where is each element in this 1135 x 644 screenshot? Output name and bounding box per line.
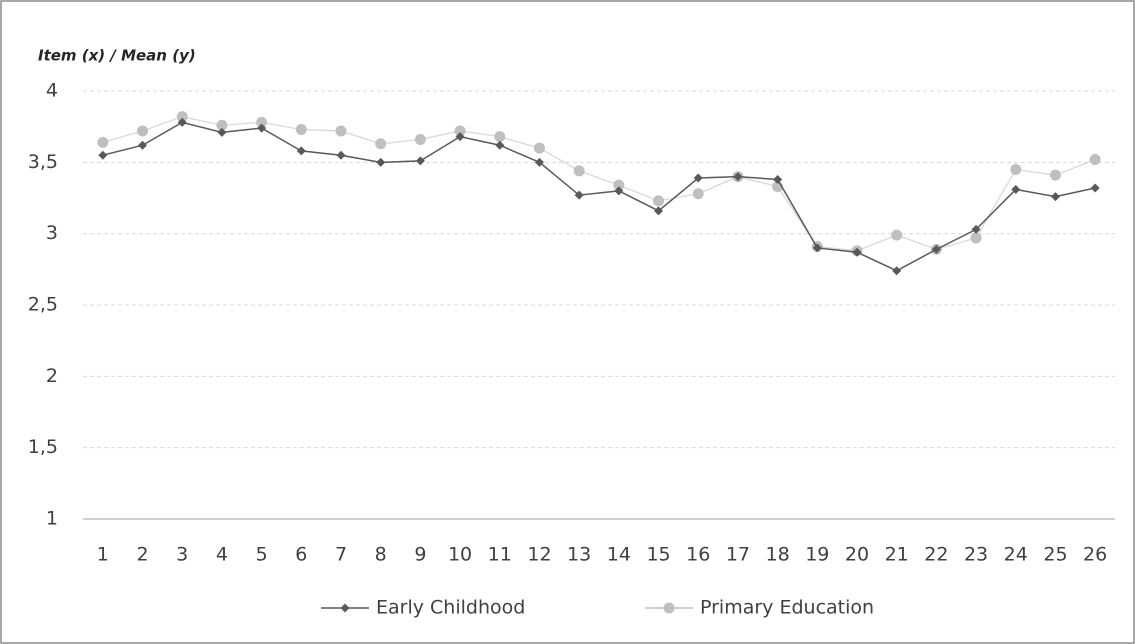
legend-label: Early Childhood — [376, 597, 525, 619]
data-point — [335, 125, 347, 137]
x-tick-label: 24 — [1004, 544, 1028, 566]
x-tick-label: 18 — [766, 544, 790, 566]
data-point — [931, 244, 941, 254]
data-point — [455, 132, 465, 142]
x-tick-label: 9 — [414, 544, 426, 566]
data-point — [336, 150, 346, 160]
data-point — [216, 119, 228, 131]
data-point — [217, 127, 227, 137]
y-tick-label: 3,5 — [28, 151, 58, 173]
x-tick-label: 22 — [924, 544, 948, 566]
x-tick-label: 3 — [176, 544, 188, 566]
data-point — [177, 117, 187, 127]
data-point — [295, 124, 307, 136]
data-point — [138, 140, 148, 150]
data-point — [454, 125, 466, 137]
data-point — [176, 111, 188, 123]
data-point — [653, 195, 665, 207]
data-point — [256, 116, 268, 128]
data-point — [534, 157, 544, 167]
data-point — [812, 243, 822, 253]
data-point — [970, 232, 982, 244]
data-point — [494, 131, 506, 143]
x-tick-label: 5 — [256, 544, 268, 566]
y-tick-label: 1,5 — [28, 436, 58, 458]
x-tick-label: 21 — [885, 544, 909, 566]
data-point — [1011, 184, 1021, 194]
data-point — [137, 125, 149, 137]
x-tick-label: 13 — [567, 544, 591, 566]
y-tick-label: 1 — [46, 508, 58, 530]
x-tick-label: 4 — [216, 544, 228, 566]
x-tick-label: 8 — [375, 544, 387, 566]
data-point — [1089, 153, 1101, 165]
x-tick-label: 1 — [97, 544, 109, 566]
data-point — [573, 165, 585, 177]
x-tick-label: 23 — [964, 544, 988, 566]
data-point — [692, 188, 704, 200]
series-line — [102, 116, 1096, 252]
y-tick-label: 4 — [46, 80, 58, 102]
x-tick-label: 2 — [136, 544, 148, 566]
data-point — [614, 186, 624, 196]
data-point — [98, 150, 108, 160]
data-point — [415, 156, 425, 166]
x-tick-label: 12 — [527, 544, 551, 566]
data-point — [971, 224, 981, 234]
data-point — [296, 146, 306, 156]
x-tick-label: 11 — [488, 544, 512, 566]
x-tick-label: 6 — [295, 544, 307, 566]
x-tick-label: 19 — [805, 544, 829, 566]
legend-marker — [340, 603, 350, 613]
data-point — [533, 142, 545, 154]
data-point — [613, 179, 625, 191]
data-point — [852, 247, 862, 257]
data-point — [257, 123, 267, 133]
x-tick-label: 10 — [448, 544, 472, 566]
data-point — [1050, 192, 1060, 202]
x-tick-label: 16 — [686, 544, 710, 566]
data-point — [1090, 183, 1100, 193]
x-tick-label: 20 — [845, 544, 869, 566]
data-point — [773, 174, 783, 184]
data-point — [733, 172, 743, 182]
data-point — [375, 138, 387, 150]
legend-marker — [663, 602, 675, 614]
data-point — [495, 140, 505, 150]
series-line — [102, 121, 1096, 272]
data-point — [414, 134, 426, 146]
x-tick-label: 7 — [335, 544, 347, 566]
x-tick-label: 25 — [1043, 544, 1067, 566]
y-tick-label: 2,5 — [28, 294, 58, 316]
x-tick-label: 15 — [646, 544, 670, 566]
data-point — [1049, 169, 1061, 181]
x-tick-label: 26 — [1083, 544, 1107, 566]
data-point — [693, 173, 703, 183]
x-tick-label: 17 — [726, 544, 750, 566]
data-point — [654, 206, 664, 216]
chart-title: Item (x) / Mean (y) — [38, 47, 196, 65]
data-point — [891, 229, 903, 241]
legend-label: Primary Education — [700, 597, 874, 619]
data-point — [574, 190, 584, 200]
data-point — [892, 266, 902, 276]
data-point — [376, 157, 386, 167]
data-point — [1010, 163, 1022, 175]
data-point — [97, 136, 109, 148]
y-tick-label: 3 — [46, 222, 58, 244]
x-tick-label: 14 — [607, 544, 631, 566]
y-tick-label: 2 — [46, 365, 58, 387]
